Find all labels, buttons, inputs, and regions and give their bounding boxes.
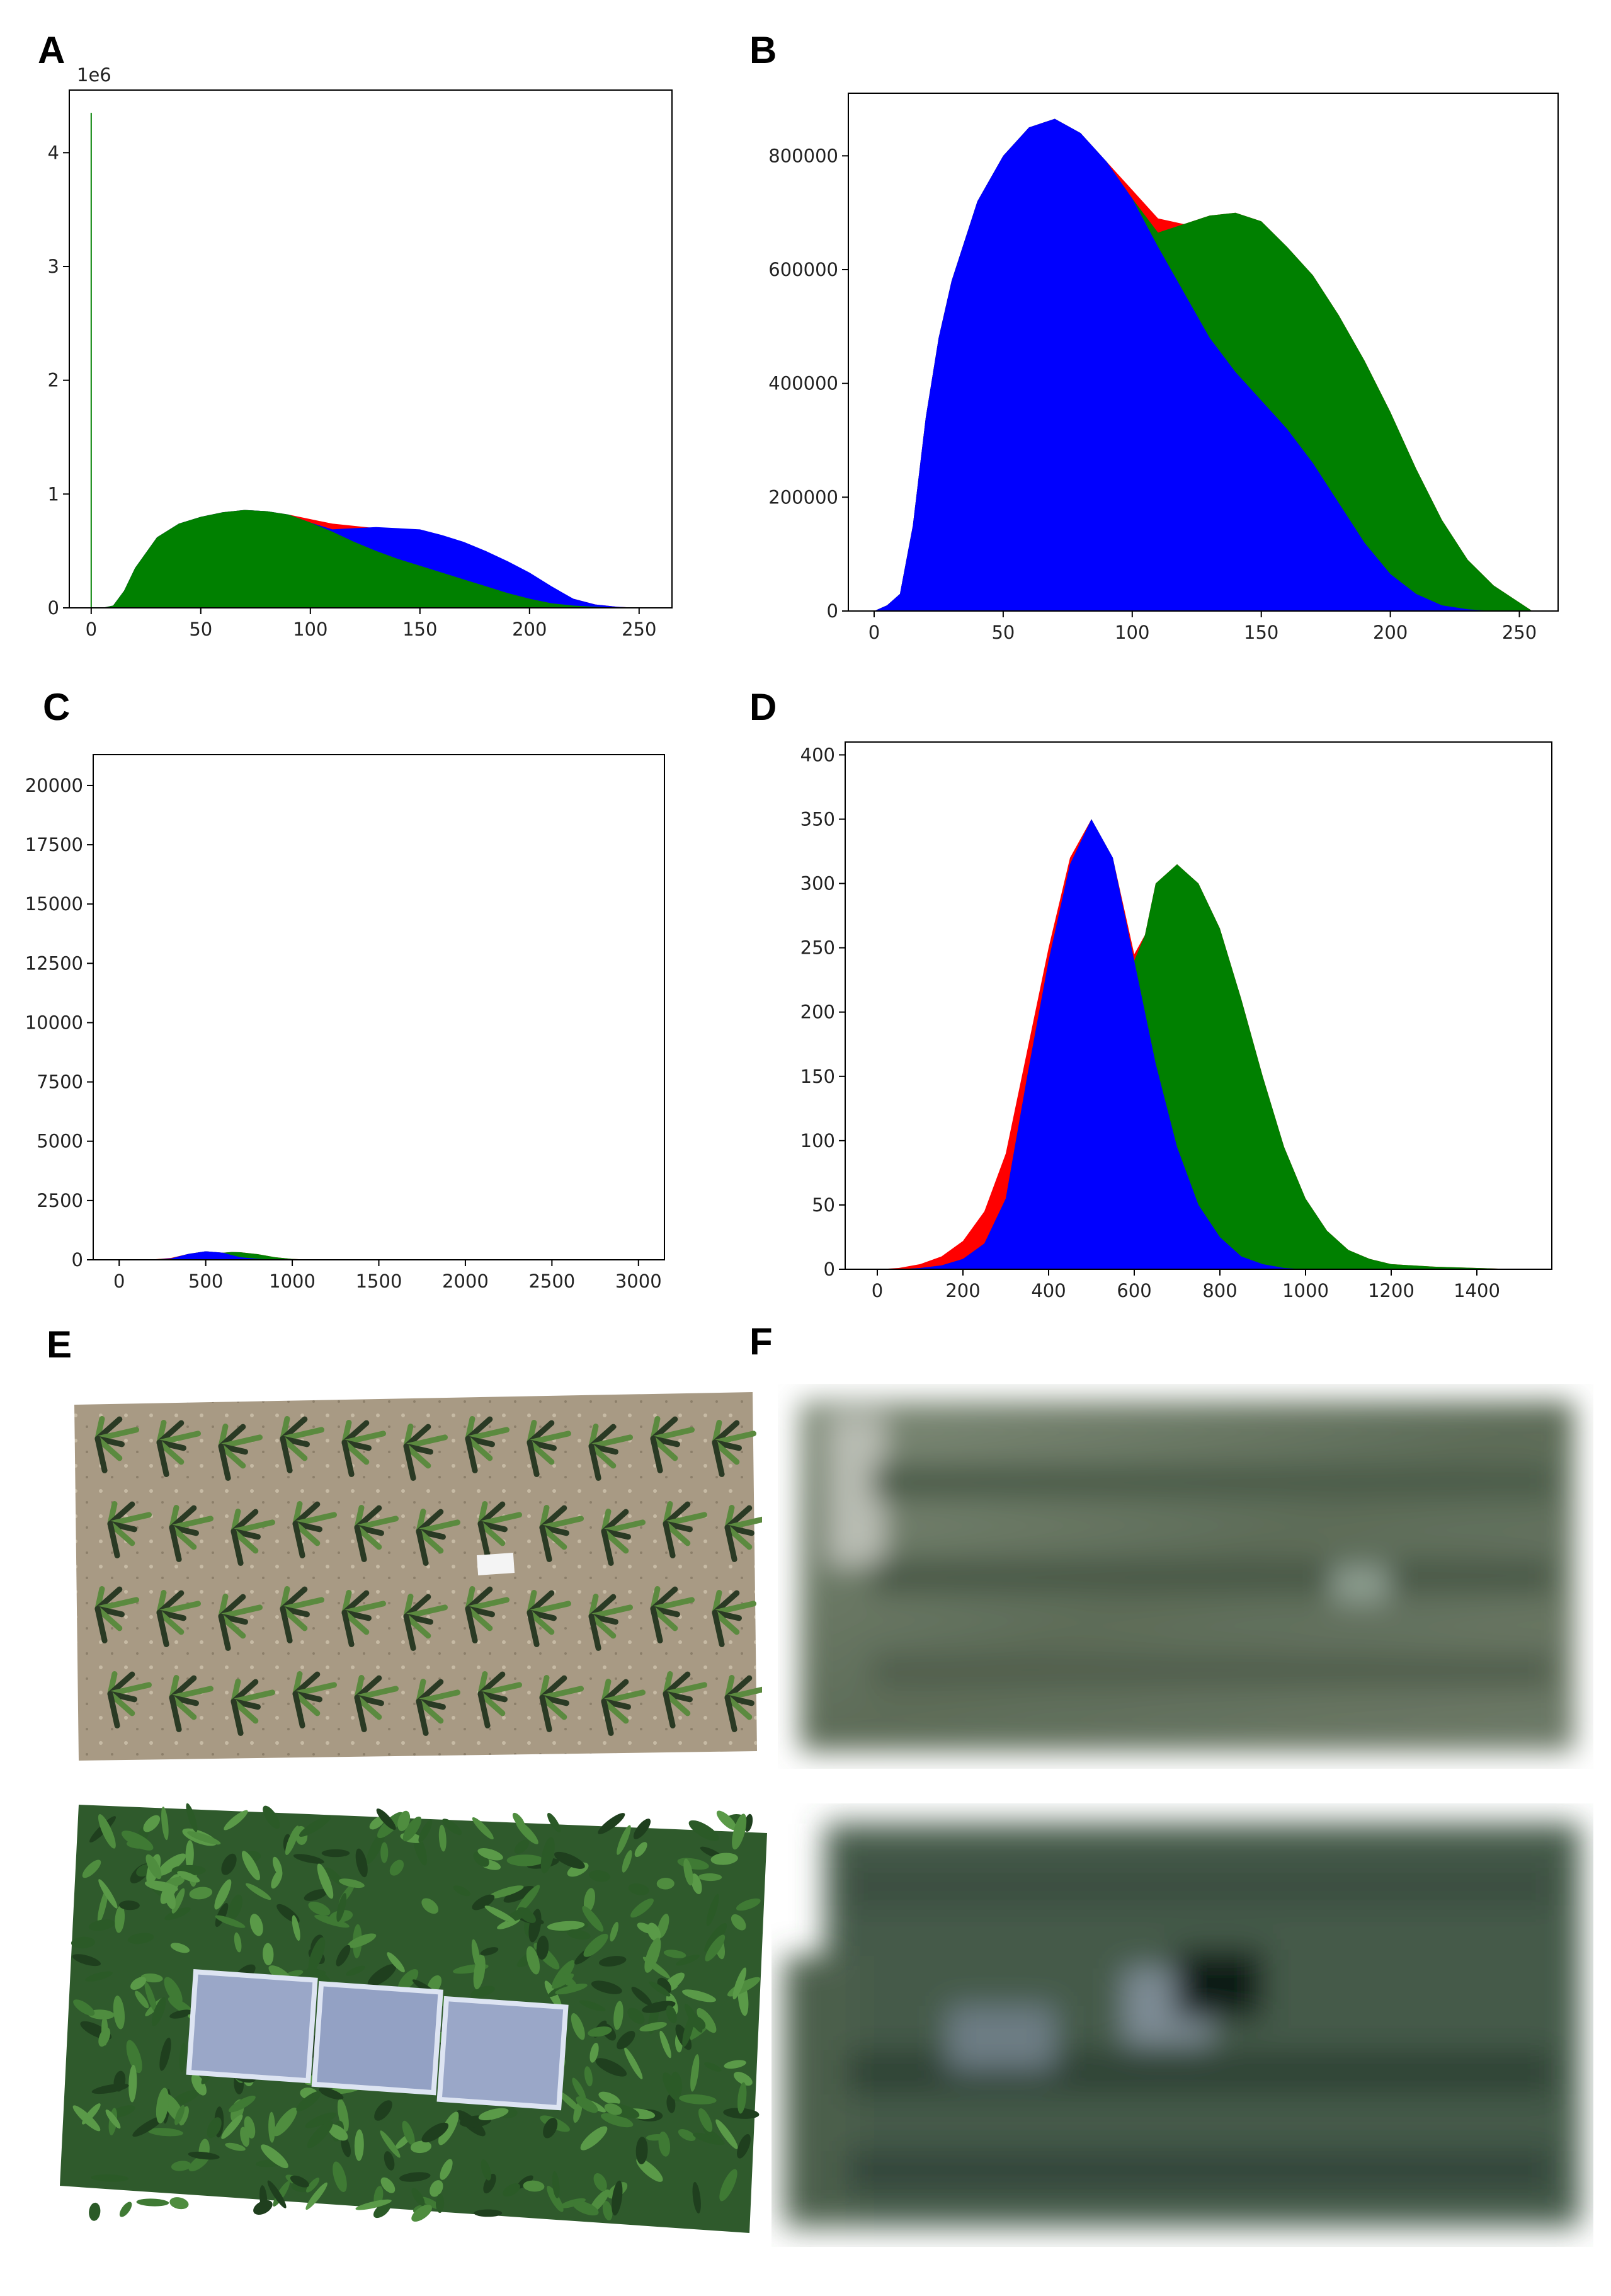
series-blue-area — [874, 118, 1533, 612]
series-green-area — [877, 819, 1520, 1269]
chart-c: 0 500 1000 1500 2000 2500 3000 0 2500 5000 7500 100… — [25, 754, 665, 1292]
plot-frame — [845, 741, 1552, 1270]
panel-label-e: E — [47, 1323, 72, 1366]
blurred-photo-top — [800, 1402, 1574, 1751]
series-blue-area — [119, 1251, 362, 1260]
panel-label-a: A — [38, 29, 65, 71]
chart-d: 0 200 400 600 800 1000 1200 1400 0 50 100 150 200 250… — [800, 741, 1552, 1301]
y-tick-label: 0 — [827, 600, 838, 622]
y-tick-label: 300 — [800, 873, 835, 894]
y-tick-label: 5000 — [37, 1131, 83, 1152]
x-tick-label: 800 — [1202, 1280, 1237, 1301]
panel-label-d: D — [749, 686, 777, 728]
x-tick-label: 100 — [1115, 622, 1149, 643]
x-tick-label: 1500 — [356, 1271, 402, 1292]
panel-array — [186, 1969, 569, 2111]
plot-frame — [848, 93, 1559, 612]
x-tick-label: 500 — [188, 1271, 223, 1292]
x-tick-label: 0 — [86, 619, 97, 640]
x-tick-label: 0 — [872, 1280, 883, 1301]
field-photo-top — [74, 1392, 762, 1761]
blurred-photo-bottom — [784, 1824, 1581, 2227]
x-tick-label: 2000 — [442, 1271, 489, 1292]
y-tick-label: 17500 — [25, 834, 83, 855]
x-tick-label: 50 — [991, 622, 1015, 643]
x-tick-label: 0 — [868, 622, 880, 643]
x-tick-label: 400 — [1031, 1280, 1066, 1301]
x-tick-label: 150 — [1244, 622, 1278, 643]
x-tick-label: 3000 — [615, 1271, 662, 1292]
y-tick-label: 200000 — [768, 486, 838, 508]
panel-label-c: C — [43, 686, 71, 728]
y-tick-label: 10000 — [25, 1012, 83, 1033]
y-tick-label: 50 — [812, 1194, 835, 1216]
y-tick-label: 0 — [72, 1249, 83, 1271]
y-tick-label: 7500 — [37, 1071, 83, 1093]
series-green-area — [91, 510, 651, 608]
y-tick-label: 0 — [824, 1259, 835, 1280]
y-tick-label: 250 — [800, 937, 835, 959]
y-tick-label: 2500 — [37, 1190, 83, 1211]
y-tick-label: 15000 — [25, 893, 83, 915]
y-tick-label: 2 — [48, 370, 59, 391]
y-tick-label: 3 — [48, 256, 59, 277]
plot-frame — [93, 754, 665, 1260]
x-tick-label: 1400 — [1454, 1280, 1500, 1301]
y-tick-label: 400 — [800, 744, 835, 765]
y-tick-label: 800000 — [768, 145, 838, 166]
y-tick-label: 600000 — [768, 259, 838, 280]
y-tick-label: 0 — [48, 597, 59, 619]
series-blue-area — [877, 819, 1520, 1269]
y-tick-label: 100 — [800, 1130, 835, 1151]
x-tick-label: 1200 — [1368, 1280, 1415, 1301]
y-tick-label: 20000 — [25, 775, 83, 796]
chart-b: 0 50 100 150 200 250 0 200000 400000 600000 800000 — [768, 93, 1559, 643]
x-tick-label: 250 — [622, 619, 656, 640]
y-tick-label: 200 — [800, 1002, 835, 1023]
x-tick-label: 200 — [945, 1280, 980, 1301]
y-tick-label: 400000 — [768, 373, 838, 394]
panel-label-b: B — [749, 29, 777, 71]
y-tick-label: 1 — [48, 483, 59, 505]
y-tick-label: 12500 — [25, 952, 83, 974]
x-tick-label: 150 — [402, 619, 437, 640]
y-tick-label: 4 — [48, 142, 59, 163]
x-tick-label: 1000 — [269, 1271, 316, 1292]
y-tick-label: 150 — [800, 1066, 835, 1087]
y-tick-label: 350 — [800, 808, 835, 830]
x-tick-label: 1000 — [1282, 1280, 1329, 1301]
x-tick-label: 600 — [1117, 1280, 1151, 1301]
x-tick-label: 100 — [293, 619, 327, 640]
x-tick-label: 50 — [189, 619, 212, 640]
field-photo-bottom — [60, 1803, 767, 2233]
x-tick-label: 2500 — [528, 1271, 575, 1292]
x-tick-label: 0 — [113, 1271, 125, 1292]
plot-frame — [69, 89, 673, 608]
chart-a: 0 50 100 150 200 250 0 1 2 3 4 1e6 — [48, 64, 673, 640]
x-tick-label: 250 — [1502, 622, 1537, 643]
x-tick-label: 200 — [512, 619, 547, 640]
x-tick-label: 200 — [1373, 622, 1408, 643]
panel-label-f: F — [749, 1320, 773, 1362]
axis-offset-label: 1e6 — [77, 64, 111, 86]
